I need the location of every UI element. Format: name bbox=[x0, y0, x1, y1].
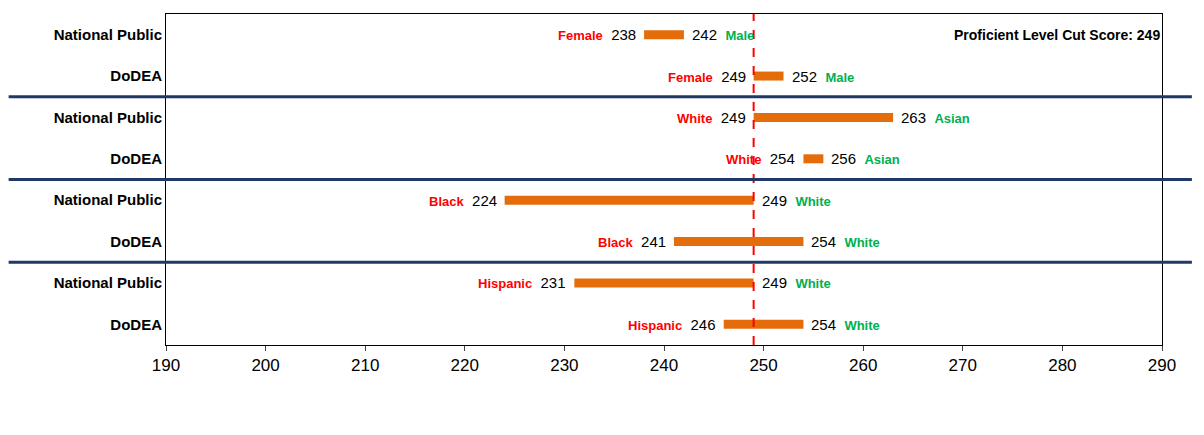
svg-text:190: 190 bbox=[152, 356, 180, 375]
svg-text:242 Male: 242 Male bbox=[692, 26, 754, 43]
svg-text:DoDEA: DoDEA bbox=[110, 150, 162, 167]
svg-text:270: 270 bbox=[949, 356, 977, 375]
svg-text:Black 224: Black 224 bbox=[429, 192, 497, 209]
svg-text:National Public: National Public bbox=[54, 109, 162, 126]
svg-text:DoDEA: DoDEA bbox=[110, 67, 162, 84]
svg-text:254 White: 254 White bbox=[811, 233, 880, 250]
svg-text:249 White: 249 White bbox=[762, 274, 831, 291]
svg-text:210: 210 bbox=[351, 356, 379, 375]
svg-text:280: 280 bbox=[1048, 356, 1076, 375]
svg-text:Hispanic 246: Hispanic 246 bbox=[628, 316, 716, 333]
svg-text:260: 260 bbox=[849, 356, 877, 375]
svg-text:White 249: White 249 bbox=[677, 109, 746, 126]
svg-text:Hispanic 231: Hispanic 231 bbox=[478, 274, 566, 291]
svg-text:240: 240 bbox=[650, 356, 678, 375]
svg-text:White 254: White 254 bbox=[726, 150, 795, 167]
svg-text:DoDEA: DoDEA bbox=[110, 316, 162, 333]
svg-text:National Public: National Public bbox=[54, 26, 162, 43]
svg-text:256 Asian: 256 Asian bbox=[831, 150, 900, 167]
svg-text:Proficient Level Cut Score: 24: Proficient Level Cut Score: 249 bbox=[954, 27, 1160, 43]
svg-text:249 White: 249 White bbox=[762, 192, 831, 209]
svg-text:254 White: 254 White bbox=[811, 316, 880, 333]
svg-text:252 Male: 252 Male bbox=[792, 68, 854, 85]
svg-text:290: 290 bbox=[1148, 356, 1176, 375]
svg-text:Black 241: Black 241 bbox=[598, 233, 666, 250]
svg-text:Female 249: Female 249 bbox=[668, 68, 746, 85]
svg-text:National Public: National Public bbox=[54, 274, 162, 291]
svg-text:Female 238: Female 238 bbox=[558, 26, 636, 43]
svg-text:220: 220 bbox=[451, 356, 479, 375]
svg-text:DoDEA: DoDEA bbox=[110, 233, 162, 250]
svg-text:230: 230 bbox=[550, 356, 578, 375]
svg-text:250: 250 bbox=[749, 356, 777, 375]
svg-text:National Public: National Public bbox=[54, 191, 162, 208]
svg-text:200: 200 bbox=[251, 356, 279, 375]
svg-text:263 Asian: 263 Asian bbox=[901, 109, 970, 126]
